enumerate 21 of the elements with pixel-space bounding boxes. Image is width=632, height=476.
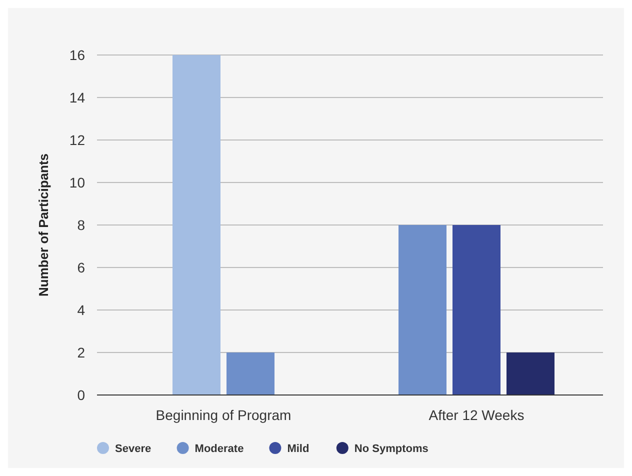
bar bbox=[398, 225, 446, 395]
y-tick-label: 16 bbox=[69, 47, 86, 63]
bar bbox=[452, 225, 500, 395]
bar bbox=[506, 352, 554, 395]
y-tick-label: 12 bbox=[69, 132, 86, 148]
y-tick-label: 14 bbox=[69, 90, 86, 106]
y-tick-label: 8 bbox=[77, 217, 86, 233]
legend-label: No Symptoms bbox=[354, 443, 428, 455]
y-tick-label: 10 bbox=[69, 174, 86, 190]
legend-label: Mild bbox=[287, 443, 310, 455]
y-axis-title: Number of Participants bbox=[36, 153, 51, 297]
x-tick-label: After 12 Weeks bbox=[428, 407, 524, 423]
x-tick-label: Beginning of Program bbox=[156, 407, 292, 423]
y-tick-label: 0 bbox=[77, 387, 86, 403]
y-tick-label: 2 bbox=[77, 344, 86, 360]
bar bbox=[226, 352, 274, 395]
legend-label: Severe bbox=[115, 443, 152, 455]
y-tick-label: 6 bbox=[77, 260, 86, 276]
y-tick-label: 4 bbox=[77, 302, 86, 318]
legend-label: Moderate bbox=[194, 443, 244, 455]
bar bbox=[172, 55, 220, 395]
